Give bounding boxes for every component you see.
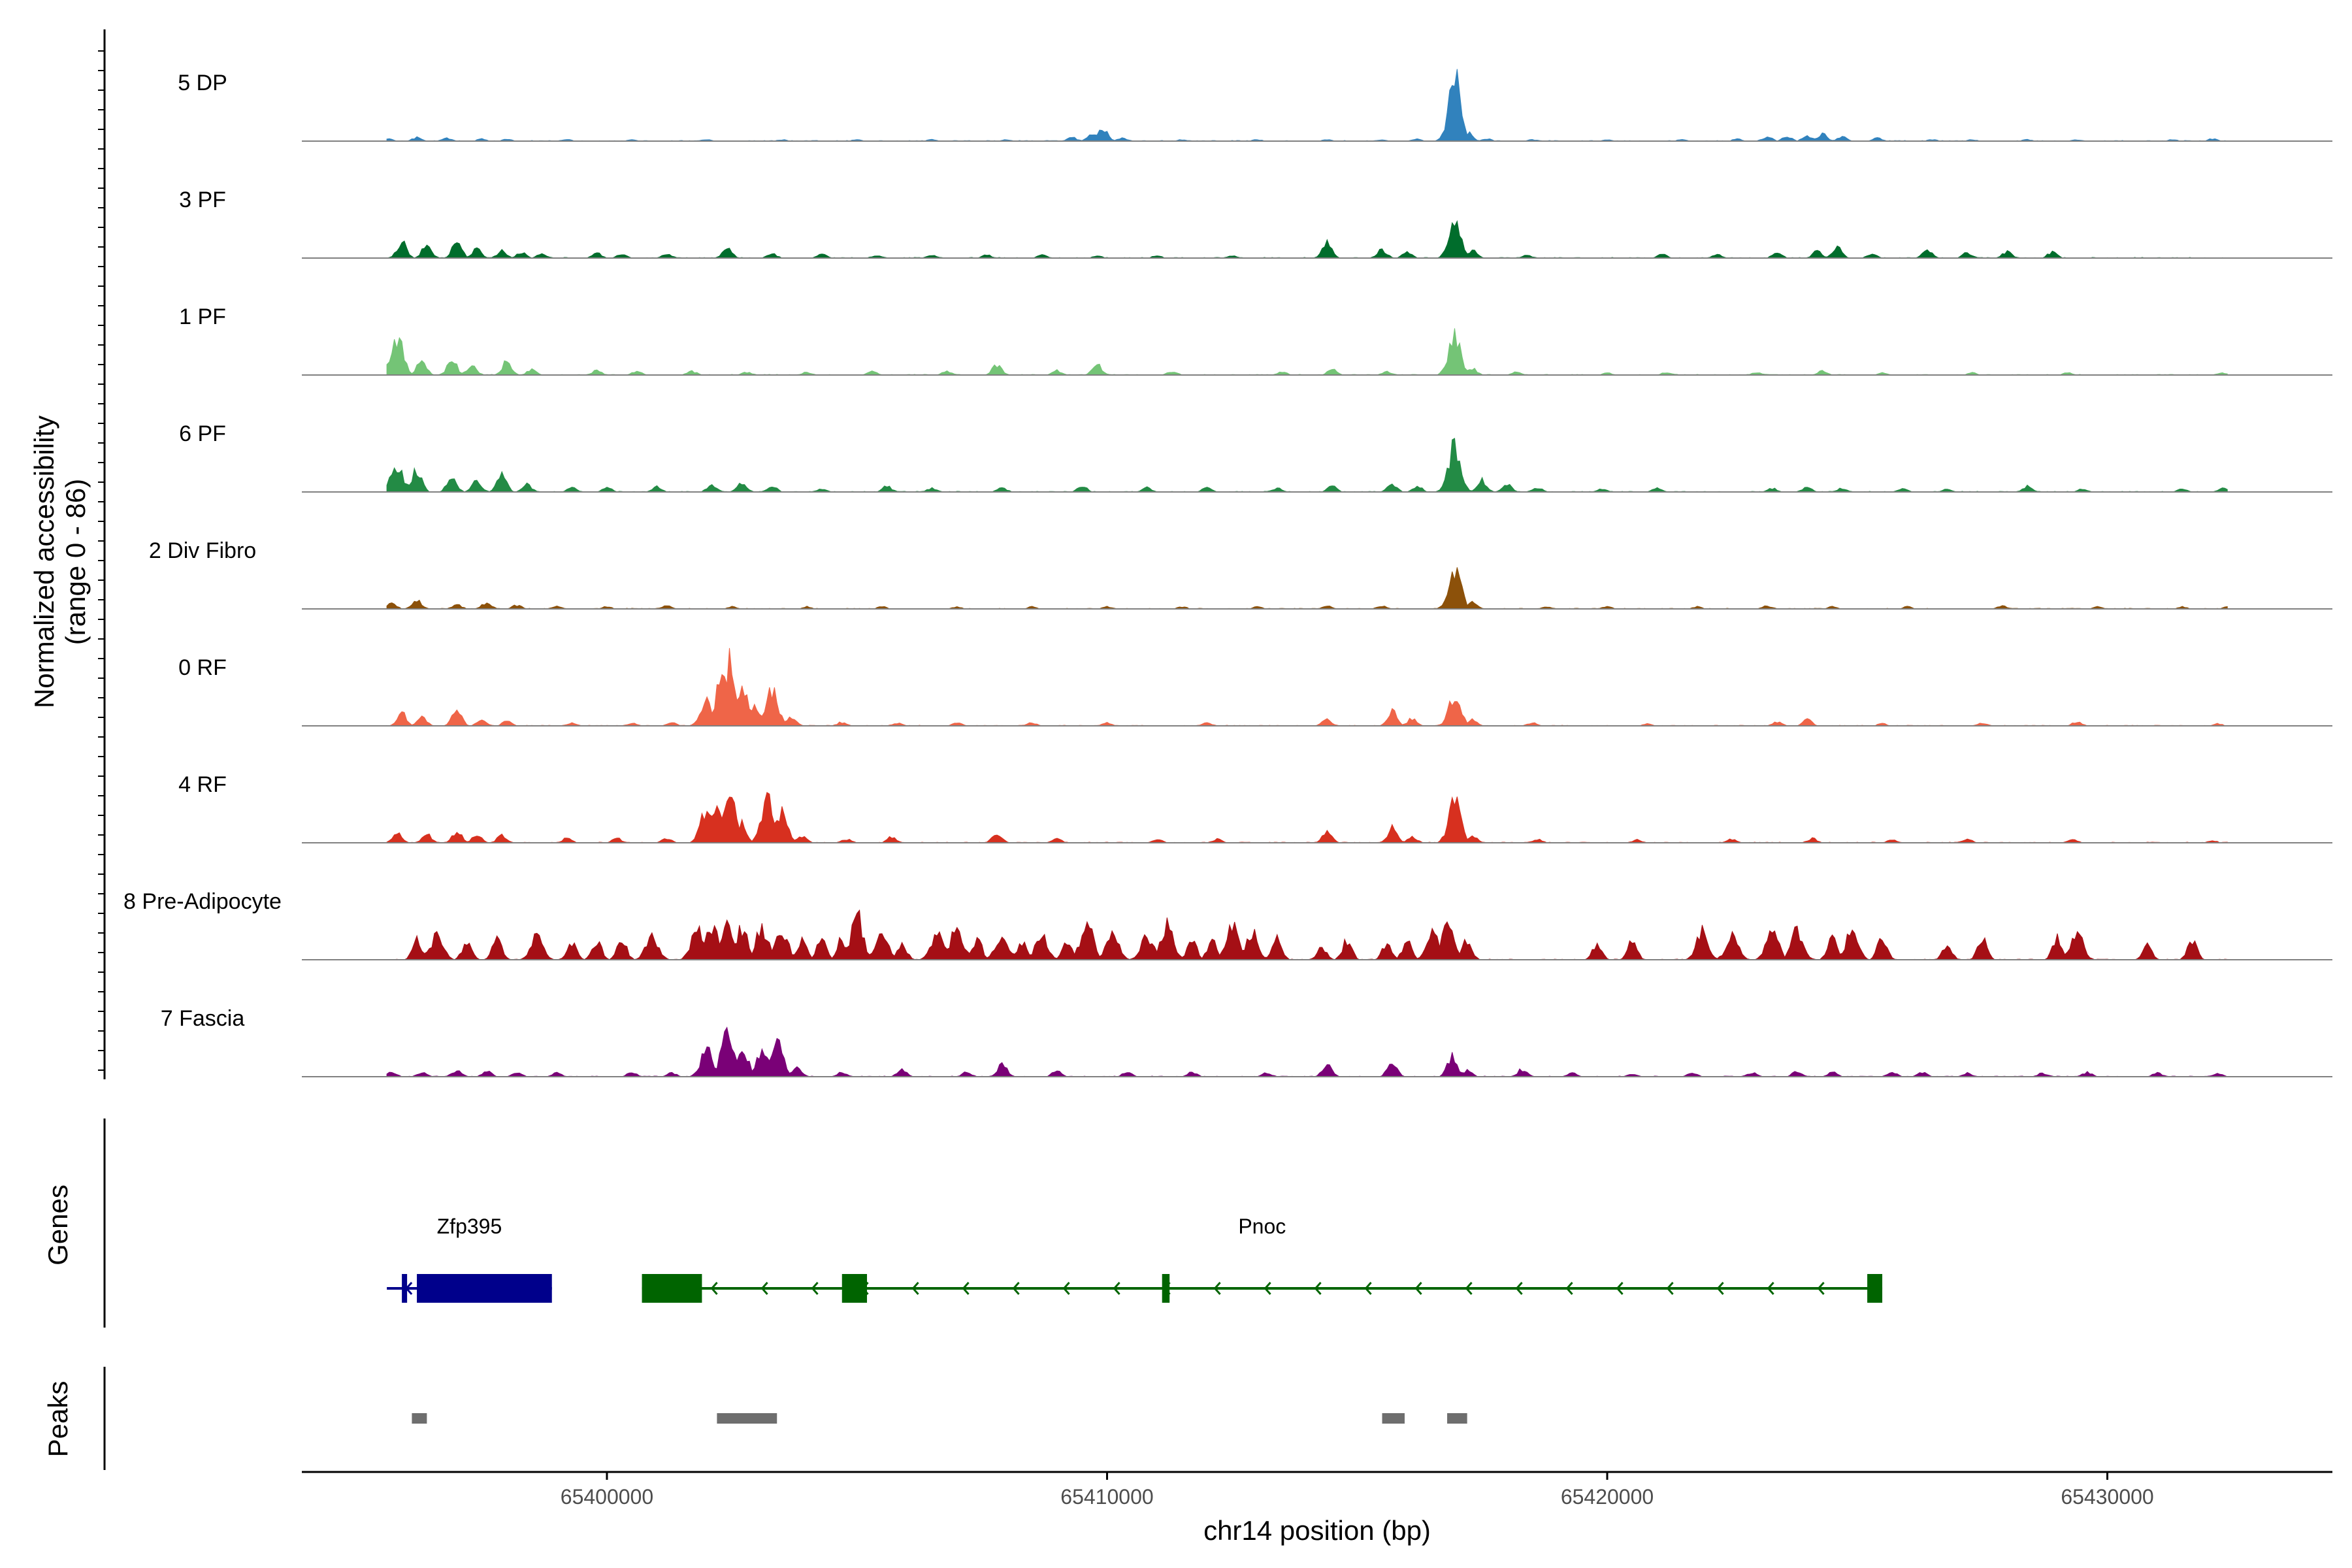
coverage-area xyxy=(386,1026,2228,1077)
track-7-fascia: 7 Fascia xyxy=(161,1006,2332,1077)
peak-region xyxy=(1382,1413,1405,1424)
track-2-div-fibro: 2 Div Fibro xyxy=(149,538,2332,610)
track-0-rf: 0 RF xyxy=(178,647,2332,727)
strand-arrow xyxy=(1616,1282,1624,1295)
coverage-area xyxy=(386,647,2228,727)
strand-arrow xyxy=(1364,1282,1372,1295)
track-label: 7 Fascia xyxy=(161,1006,245,1031)
strand-arrow xyxy=(911,1282,919,1295)
coverage-area xyxy=(386,69,2228,142)
strand-arrow xyxy=(1113,1282,1120,1295)
x-axis-ticks: 65400000 65410000 65420000 65430000 xyxy=(561,1472,2154,1509)
x-tick-label: 65400000 xyxy=(561,1485,653,1509)
gene-exon xyxy=(642,1274,702,1303)
strand-arrow xyxy=(1314,1282,1322,1295)
track-8-pre-adipocyte: 8 Pre-Adipocyte xyxy=(123,889,2332,960)
gene-zfp395: Zfp395 xyxy=(387,1215,552,1303)
coverage-area xyxy=(387,909,2228,960)
track-label: 2 Div Fibro xyxy=(149,538,256,563)
coverage-area xyxy=(386,567,2228,610)
strand-arrow xyxy=(1515,1282,1523,1295)
peak-region xyxy=(1447,1413,1467,1424)
x-axis-label: chr14 position (bp) xyxy=(1203,1515,1431,1546)
track-area: 5 DP 3 PF 1 PF 6 PF 2 Div Fibro 0 RF 4 RF 8 Pre… xyxy=(123,69,2332,1077)
strand-arrow xyxy=(1767,1282,1774,1295)
strand-arrow xyxy=(1213,1282,1221,1295)
coverage-area xyxy=(386,438,2228,493)
gene-exon xyxy=(1162,1274,1170,1303)
strand-arrow xyxy=(1062,1282,1070,1295)
gene-exon xyxy=(1867,1274,1883,1303)
strand-arrow xyxy=(1666,1282,1674,1295)
strand-arrow xyxy=(1716,1282,1724,1295)
genes-panel-label: Genes xyxy=(42,1184,73,1266)
track-1-pf: 1 PF xyxy=(179,304,2332,376)
track-4-rf: 4 RF xyxy=(178,772,2332,843)
track-label: 3 PF xyxy=(179,188,226,212)
track-label: 6 PF xyxy=(179,421,226,446)
gene-name-label: Pnoc xyxy=(1238,1215,1286,1238)
track-3-pf: 3 PF xyxy=(179,188,2332,259)
coverage-area xyxy=(386,328,2228,376)
track-6-pf: 6 PF xyxy=(179,421,2332,493)
gene-exon xyxy=(841,1274,868,1303)
y-axis-label-line2: (range 0 - 86) xyxy=(60,479,91,645)
track-label: 1 PF xyxy=(179,304,226,329)
x-tick-label: 65410000 xyxy=(1060,1485,1153,1509)
gene-exon xyxy=(402,1274,408,1303)
strand-arrow xyxy=(1465,1282,1473,1295)
strand-arrow xyxy=(760,1282,768,1295)
x-tick-label: 65420000 xyxy=(1561,1485,1654,1509)
strand-arrow xyxy=(811,1282,819,1295)
x-tick-label: 65430000 xyxy=(2061,1485,2153,1509)
strand-arrow xyxy=(710,1282,718,1295)
strand-arrow xyxy=(1817,1282,1825,1295)
track-label: 0 RF xyxy=(178,655,227,680)
peak-regions-track xyxy=(412,1413,1467,1424)
strand-arrow xyxy=(962,1282,970,1295)
strand-arrow xyxy=(1264,1282,1271,1295)
peak-region xyxy=(717,1413,777,1424)
track-label: 4 RF xyxy=(178,772,227,797)
gene-exon xyxy=(417,1274,552,1303)
y-axis-ticks xyxy=(98,50,105,1071)
peaks-panel-label: Peaks xyxy=(42,1381,73,1458)
strand-arrow xyxy=(1012,1282,1020,1295)
strand-arrow xyxy=(1414,1282,1422,1295)
gene-annotation-track: Zfp395 Pnoc xyxy=(387,1215,1883,1303)
track-label: 8 Pre-Adipocyte xyxy=(123,889,282,914)
gene-pnoc: Pnoc xyxy=(642,1215,1883,1303)
coverage-area xyxy=(386,792,2228,843)
peak-region xyxy=(412,1413,427,1424)
coverage-area xyxy=(386,220,2228,259)
strand-arrow xyxy=(1565,1282,1573,1295)
track-label: 5 DP xyxy=(178,71,227,95)
y-axis-label-line1: Normalized accessibility xyxy=(29,416,59,708)
track-5-dp: 5 DP xyxy=(178,69,2332,142)
gene-name-label: Zfp395 xyxy=(437,1215,502,1238)
